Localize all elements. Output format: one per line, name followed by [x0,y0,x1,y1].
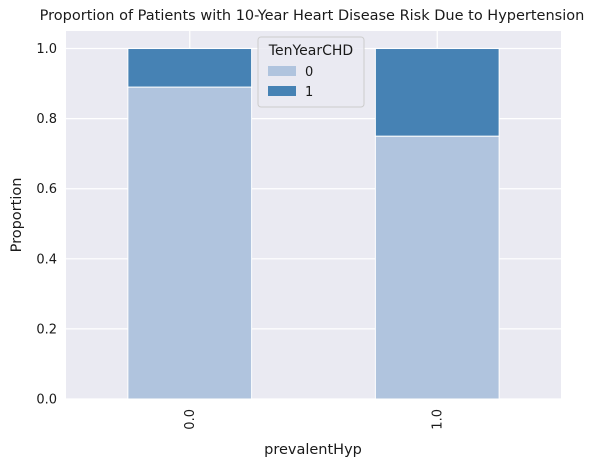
bar-0.0-series-0 [127,86,253,400]
y-tick-label: 0.2 [36,322,57,337]
x-tick-labels: 0.0 1.0 [183,409,446,430]
x-axis-label: prevalentHyp [264,442,362,458]
y-tick-label: 0.6 [36,182,57,197]
y-tick-label: 0.8 [36,112,57,127]
legend: TenYearCHD 0 1 [257,36,365,108]
legend-title: TenYearCHD [268,43,353,59]
legend-swatch-1 [268,86,296,96]
bar-1.0-series-0 [374,135,500,400]
bar-0.0-series-1 [127,48,253,88]
y-tick-label: 1.0 [36,42,57,57]
x-tick-label: 1.0 [430,409,445,430]
legend-label-0: 0 [305,65,313,80]
y-tick-label: 0.0 [36,393,57,408]
y-tick-label: 0.4 [36,252,57,267]
y-axis-label: Proportion [9,178,25,253]
bar-1.0-series-1 [374,48,500,137]
legend-label-1: 1 [305,85,313,100]
x-tick-label: 0.0 [183,409,198,430]
legend-swatch-0 [268,66,296,76]
chart-title: Proportion of Patients with 10-Year Hear… [40,8,585,24]
bars [127,48,500,400]
y-tick-labels: 0.0 0.2 0.4 0.6 0.8 1.0 [36,42,57,407]
